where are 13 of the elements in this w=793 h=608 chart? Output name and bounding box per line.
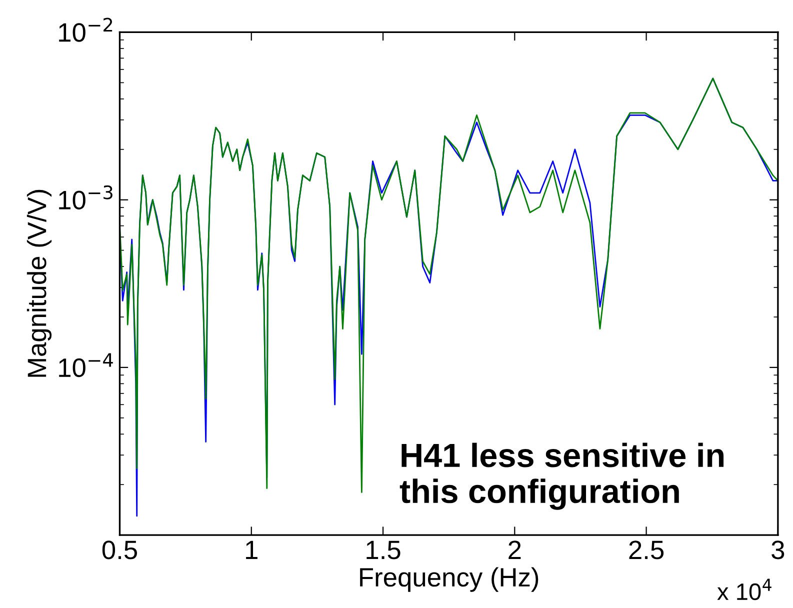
- y-tick-label: 10$^{−2}$: [59, 18, 112, 42]
- text: x 10$^{4}$: [717, 578, 772, 600]
- x-tick-label: 3: [772, 540, 784, 560]
- x-tick-label: 0.5: [102, 540, 137, 560]
- x-tick-label: 2.5: [629, 540, 664, 560]
- y-axis-title: Magnitude (V/V): [26, 190, 52, 377]
- x-tick-label: 1: [246, 540, 258, 560]
- x-tick-label: 2: [508, 540, 521, 560]
- x-tick-label: 1.5: [366, 540, 400, 560]
- y-tick-label: 10$^{−4}$: [59, 353, 113, 378]
- annotation: H41 less sensitive in this configuration: [400, 442, 724, 510]
- x-axis-title: Frequency (Hz): [360, 567, 538, 592]
- y-tick-label: 10$^{−3}$: [59, 185, 112, 210]
